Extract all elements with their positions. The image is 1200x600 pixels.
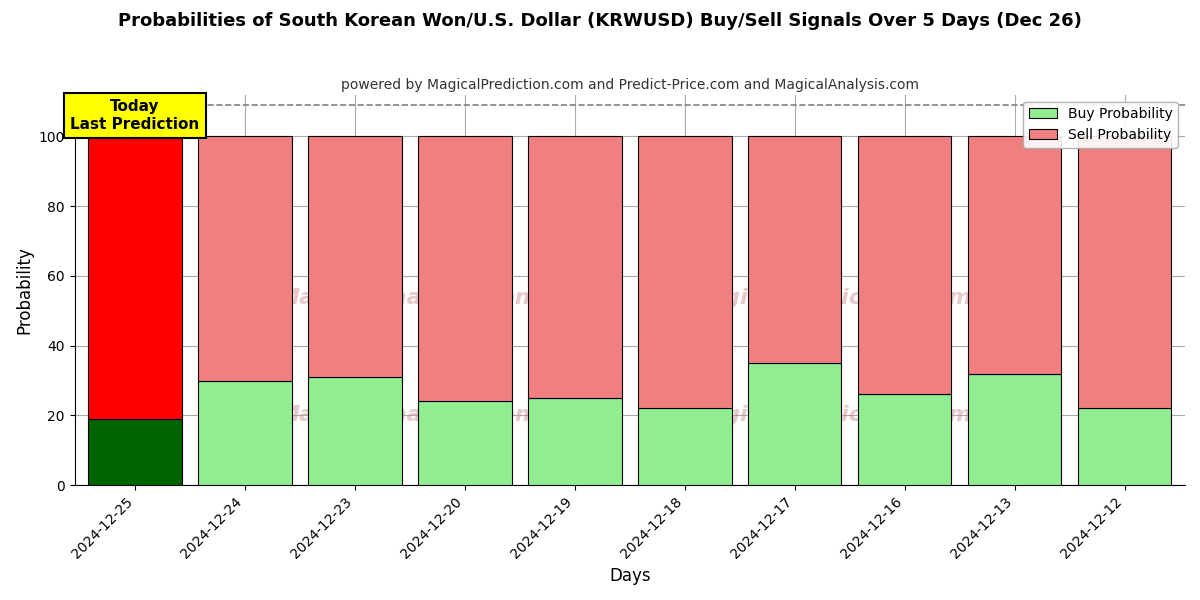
Text: MagicalAnalysis.com: MagicalAnalysis.com (277, 405, 539, 425)
Bar (1078, 136, 1171, 409)
Bar (638, 409, 732, 485)
Bar (198, 380, 292, 485)
Bar (858, 394, 952, 485)
Bar (638, 136, 732, 409)
Bar (308, 136, 402, 377)
Bar (968, 136, 1061, 374)
Text: Probabilities of South Korean Won/U.S. Dollar (KRWUSD) Buy/Sell Signals Over 5 D: Probabilities of South Korean Won/U.S. D… (118, 12, 1082, 30)
X-axis label: Days: Days (610, 567, 650, 585)
Bar (419, 136, 511, 401)
Title: powered by MagicalPrediction.com and Predict-Price.com and MagicalAnalysis.com: powered by MagicalPrediction.com and Pre… (341, 78, 919, 92)
Bar (419, 401, 511, 485)
Text: Today
Last Prediction: Today Last Prediction (71, 99, 199, 131)
Text: MagicalPrediction.com: MagicalPrediction.com (688, 287, 972, 308)
Bar (748, 363, 841, 485)
Bar (1078, 409, 1171, 485)
Bar (89, 419, 182, 485)
Bar (198, 136, 292, 380)
Bar (858, 136, 952, 394)
Bar (308, 377, 402, 485)
Bar (748, 136, 841, 363)
Bar (528, 398, 622, 485)
Bar (89, 136, 182, 419)
Y-axis label: Probability: Probability (16, 246, 34, 334)
Bar (528, 136, 622, 398)
Text: MagicalPrediction.com: MagicalPrediction.com (688, 405, 972, 425)
Text: MagicalAnalysis.com: MagicalAnalysis.com (277, 287, 539, 308)
Legend: Buy Probability, Sell Probability: Buy Probability, Sell Probability (1024, 101, 1178, 148)
Bar (968, 374, 1061, 485)
